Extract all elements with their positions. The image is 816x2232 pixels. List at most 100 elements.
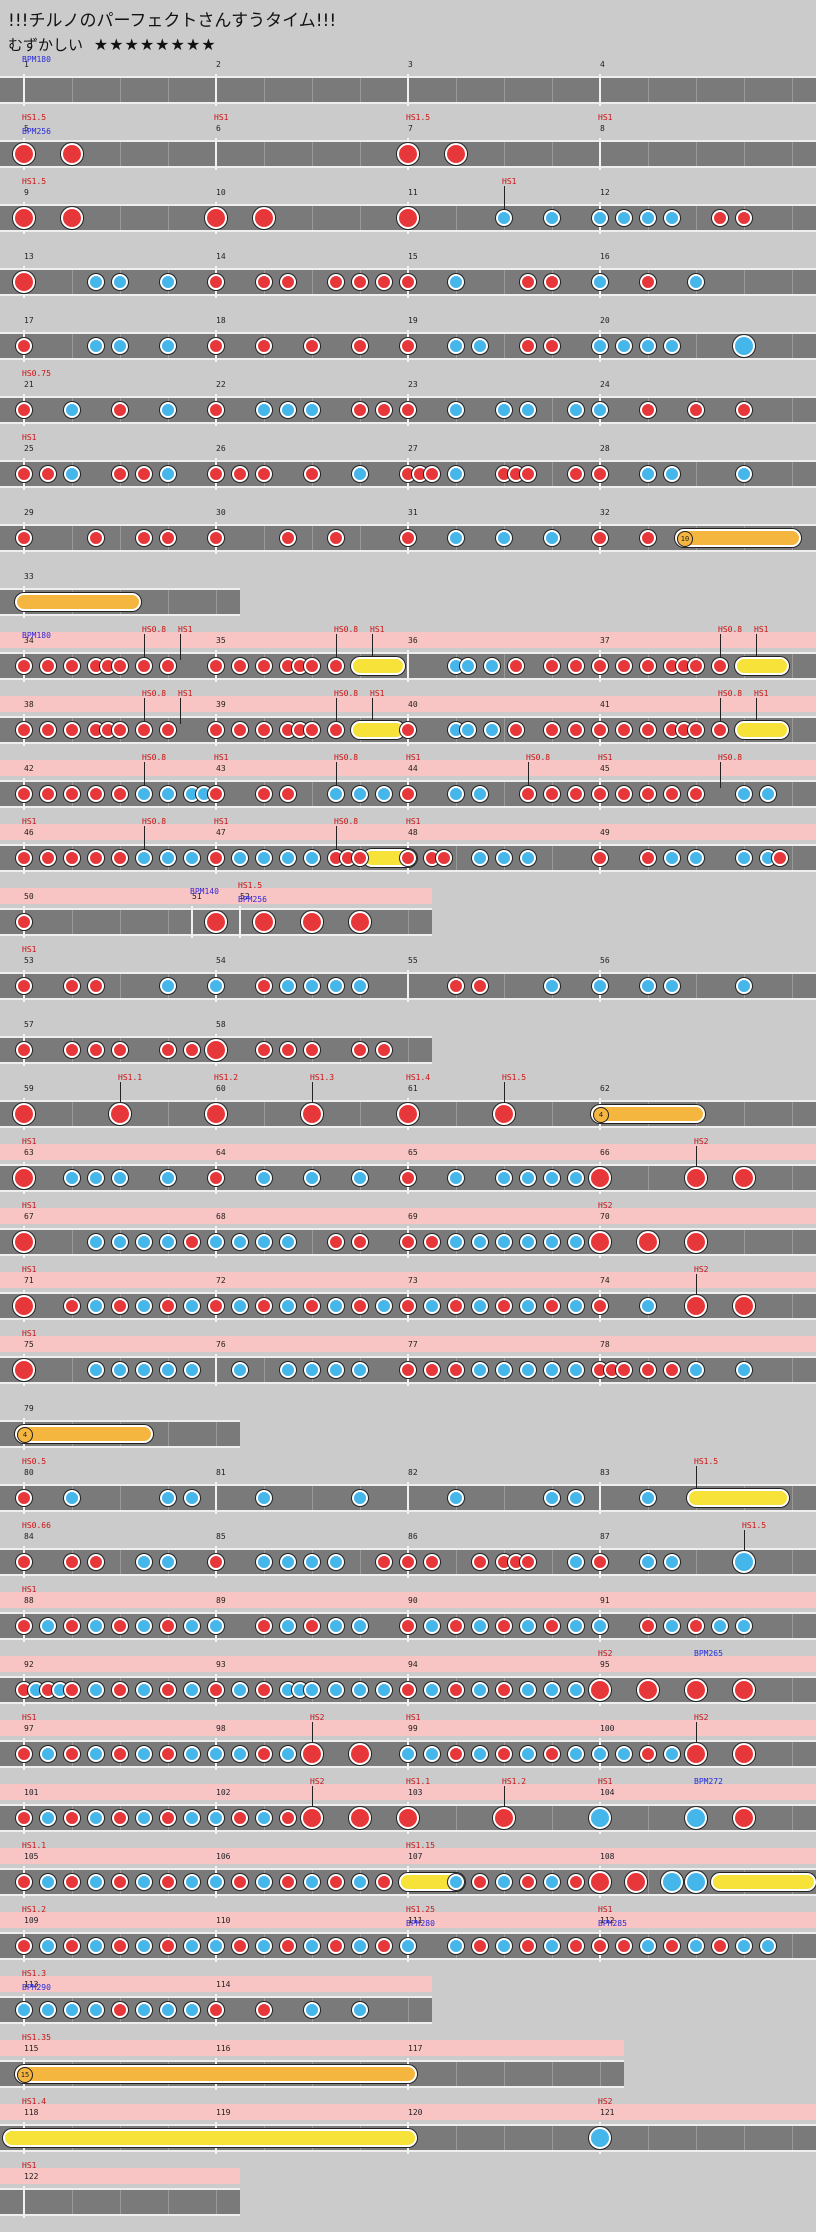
don-note: [301, 1807, 323, 1829]
scroll-marker: HS1: [598, 113, 613, 122]
marker-line: [336, 698, 337, 724]
measure-number: 25: [24, 444, 34, 453]
don-note: [208, 1554, 224, 1570]
measure-number: 5: [24, 124, 29, 133]
scroll-marker: HS2: [598, 2097, 613, 2106]
chart-row: 34 35 36 37 BPM180 HS0.8 HS1 HS0.8 HS1 HS0.8 HS1: [0, 626, 816, 696]
beat-line: [216, 1422, 217, 1446]
measure-number: 70: [600, 1212, 610, 1221]
don-note: [640, 1618, 656, 1634]
don-note: [280, 786, 296, 802]
ka-note: [568, 1362, 584, 1378]
ka-note: [448, 338, 464, 354]
marker-line: [144, 698, 145, 724]
ka-note: [736, 850, 752, 866]
scroll-marker: HS1.2: [214, 1073, 239, 1082]
beat-line: [312, 782, 313, 806]
ka-note: [352, 1490, 368, 1506]
don-note: [400, 1618, 416, 1634]
barline: [599, 138, 601, 170]
measure-number: 113: [24, 1980, 39, 1989]
gogo-band: [0, 2168, 240, 2184]
don-note: [301, 1103, 323, 1125]
scroll-marker: HS2: [310, 1713, 325, 1722]
don-note: [544, 1298, 560, 1314]
don-note: [592, 1938, 608, 1954]
ka-note: [472, 1362, 488, 1378]
scroll-marker: HS1.2: [22, 1905, 47, 1914]
beat-line: [696, 462, 697, 486]
ka-note: [304, 1554, 320, 1570]
beat-line: [456, 1806, 457, 1830]
don-note: [637, 1231, 659, 1253]
don-note: [664, 1938, 680, 1954]
don-note: [208, 466, 224, 482]
scroll-marker: HS1.25: [406, 1905, 435, 1914]
don-note: [352, 1234, 368, 1250]
scroll-marker: HS1.5: [238, 881, 263, 890]
don-note: [352, 1298, 368, 1314]
measure-number: 54: [216, 956, 226, 965]
gogo-band: [0, 2104, 816, 2120]
beat-line: [264, 142, 265, 166]
don-note: [112, 722, 128, 738]
ka-note: [88, 1938, 104, 1954]
gogo-band: [0, 760, 816, 776]
measure-number: 38: [24, 700, 34, 709]
don-note: [352, 1042, 368, 1058]
don-note: [256, 1298, 272, 1314]
beat-line: [504, 654, 505, 678]
beat-line: [120, 1486, 121, 1510]
beat-line: [792, 1230, 793, 1254]
gogo-band: [0, 1592, 816, 1608]
drumroll-note: [735, 721, 789, 739]
ka-note: [460, 722, 476, 738]
chart-row: 67 68 69 70 HS1 HS2: [0, 1202, 816, 1272]
scroll-marker: HS0.8: [718, 625, 743, 634]
don-note: [616, 1938, 632, 1954]
ka-note: [544, 1874, 560, 1890]
don-note: [685, 1679, 707, 1701]
measure-number: 24: [600, 380, 610, 389]
don-note: [568, 466, 584, 482]
scroll-marker: HS1.4: [22, 2097, 47, 2106]
ka-note: [568, 1554, 584, 1570]
don-note: [208, 786, 224, 802]
don-note: [160, 1874, 176, 1890]
gogo-band: [0, 632, 816, 648]
don-note: [733, 1679, 755, 1701]
ka-note: [640, 338, 656, 354]
beat-line: [120, 974, 121, 998]
scroll-marker: HS1: [406, 1713, 421, 1722]
beat-line: [792, 1550, 793, 1574]
beat-line: [792, 206, 793, 230]
measure-number: 90: [408, 1596, 418, 1605]
ka-note: [136, 1618, 152, 1634]
beat-line: [552, 398, 553, 422]
don-note: [16, 1938, 32, 1954]
don-note: [112, 1618, 128, 1634]
gogo-band: [0, 1336, 816, 1352]
measure-number: 79: [24, 1404, 34, 1413]
beat-line: [696, 78, 697, 102]
don-note: [733, 1743, 755, 1765]
beat-line: [360, 526, 361, 550]
don-note: [160, 1298, 176, 1314]
ka-note: [400, 1938, 416, 1954]
ka-note: [544, 530, 560, 546]
ka-note: [352, 1618, 368, 1634]
don-note: [400, 530, 416, 546]
don-note: [64, 978, 80, 994]
chart-row: 71 72 73 74 HS1 HS2: [0, 1266, 816, 1336]
barline: [215, 138, 217, 170]
ka-note: [496, 530, 512, 546]
don-note: [352, 850, 368, 866]
measure-number: 72: [216, 1276, 226, 1285]
beat-line: [312, 78, 313, 102]
beat-line: [792, 654, 793, 678]
don-note: [400, 1298, 416, 1314]
ka-note: [568, 1746, 584, 1762]
beat-line: [120, 526, 121, 550]
beat-line: [792, 334, 793, 358]
ka-note: [712, 1618, 728, 1634]
